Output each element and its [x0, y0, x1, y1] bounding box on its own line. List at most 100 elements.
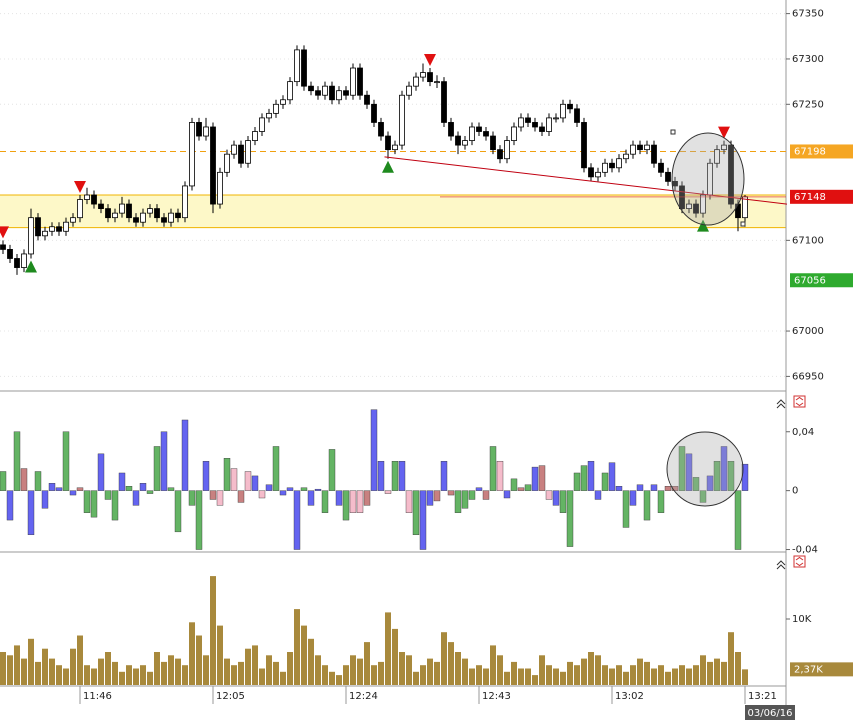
bar	[258, 490, 266, 499]
bar	[48, 483, 56, 491]
bar	[342, 490, 350, 521]
candle-body	[665, 171, 671, 182]
bar	[475, 487, 483, 491]
candle-body	[392, 144, 398, 151]
bar	[700, 655, 706, 685]
bar	[140, 665, 146, 685]
candle-body	[231, 144, 237, 155]
bar	[286, 487, 294, 491]
candle-body	[322, 85, 328, 96]
bar	[279, 490, 287, 496]
bar	[97, 453, 105, 491]
bar	[664, 486, 672, 491]
sell-marker	[424, 54, 436, 67]
candle-body	[35, 217, 41, 237]
candle-body	[427, 72, 433, 83]
bar	[196, 635, 202, 685]
bar	[685, 453, 693, 491]
bar	[56, 665, 62, 685]
bar	[77, 635, 83, 685]
candle-body	[112, 212, 118, 219]
bar	[398, 460, 406, 491]
bar	[678, 446, 686, 491]
bar	[644, 661, 650, 685]
panel-menu[interactable]	[793, 555, 806, 568]
bar	[343, 665, 349, 685]
bar	[510, 478, 518, 491]
bar	[538, 465, 546, 491]
bar	[175, 658, 181, 685]
bar	[608, 462, 616, 491]
candle-body	[518, 117, 524, 128]
date-box	[745, 705, 795, 720]
candle-body	[119, 203, 125, 214]
y-tick-label: 0,04	[792, 427, 814, 438]
bar	[154, 652, 160, 685]
bar	[427, 658, 433, 685]
bar	[328, 449, 336, 491]
collapse-icon[interactable]	[776, 399, 786, 409]
bar	[679, 665, 685, 685]
y-tick-label: 67100	[792, 235, 824, 246]
panel-menu[interactable]	[793, 395, 806, 408]
bar	[349, 490, 357, 513]
candle-body	[469, 126, 475, 141]
bar	[566, 490, 574, 547]
candle-body	[350, 67, 356, 96]
plot: 66950 67000 67100 67250 67300 67350 67198 67056…	[0, 9, 853, 704]
buy-marker	[382, 160, 394, 173]
candle-body	[49, 226, 55, 232]
bar	[546, 665, 552, 685]
bar	[287, 652, 293, 685]
bar	[727, 460, 735, 491]
bar	[447, 490, 455, 496]
candle-body	[483, 131, 489, 137]
panel-controls[interactable]	[776, 395, 806, 570]
bar	[413, 671, 419, 685]
candle-body	[602, 162, 608, 173]
candle-body	[406, 85, 412, 96]
candle-body	[399, 94, 405, 146]
candle-body	[623, 153, 629, 160]
candle-body	[14, 258, 20, 268]
bar	[315, 655, 321, 685]
bar	[293, 490, 301, 550]
candle-body	[490, 135, 496, 151]
candle-body	[154, 208, 160, 219]
collapse-icon[interactable]	[776, 560, 786, 570]
bar	[34, 471, 42, 491]
candle-body	[105, 208, 111, 219]
bar	[90, 490, 98, 518]
bar	[707, 661, 713, 685]
bar	[524, 484, 532, 491]
y-tick-label: 67350	[792, 9, 824, 20]
bar	[7, 655, 13, 685]
bar	[132, 490, 140, 506]
bar	[504, 671, 510, 685]
value-tag-label: 2,37K	[794, 664, 823, 675]
candle-body	[448, 122, 454, 137]
bar	[69, 490, 77, 496]
bar	[574, 665, 580, 685]
bar	[371, 665, 377, 685]
bar	[357, 658, 363, 685]
candle-body	[224, 153, 230, 173]
candle-body	[476, 126, 482, 132]
bar	[384, 490, 392, 494]
bar	[420, 665, 426, 685]
candle-body	[84, 194, 90, 200]
buy-marker	[25, 260, 37, 273]
bar	[42, 648, 48, 685]
bar	[307, 490, 315, 506]
highlight-circle	[666, 431, 744, 507]
bar	[195, 490, 203, 550]
y-tick-label: 0	[792, 486, 798, 497]
bar	[55, 487, 63, 491]
bar	[721, 661, 727, 685]
bar	[244, 471, 252, 491]
bar	[314, 488, 322, 491]
bar	[14, 645, 20, 685]
candle-body	[336, 90, 342, 101]
candle-body	[581, 122, 587, 169]
